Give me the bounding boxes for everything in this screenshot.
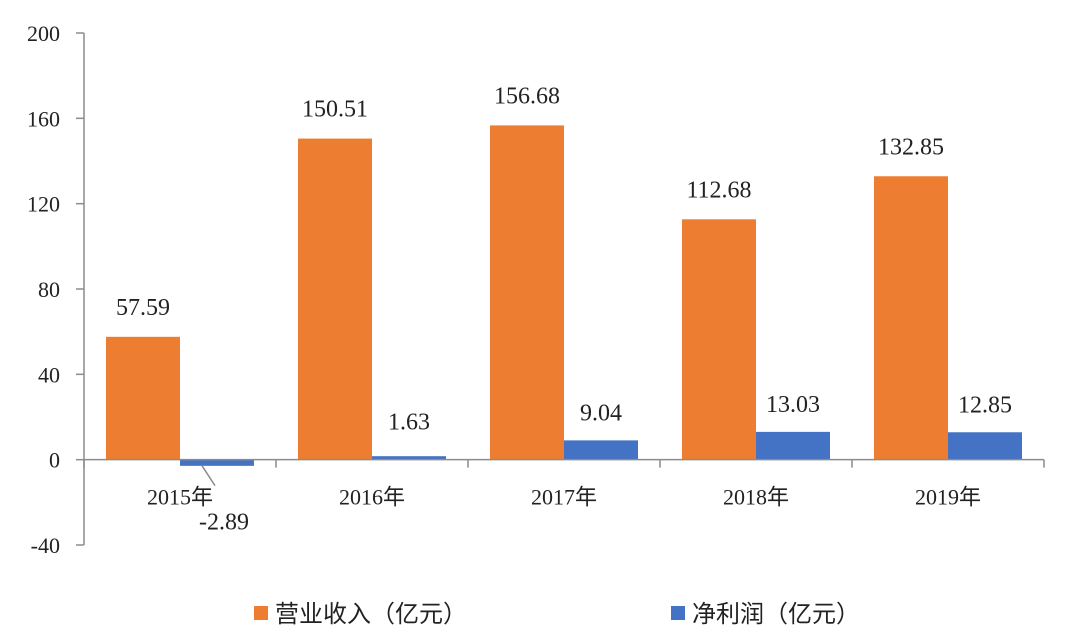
legend-swatch-revenue — [254, 606, 268, 620]
revenue-value-label: 156.68 — [494, 83, 560, 109]
y-axis: -40 0 40 80 120 160 200 — [27, 21, 85, 558]
y-tick-label: 40 — [38, 362, 60, 387]
revenue-value-label: 112.68 — [686, 177, 751, 203]
net-profit-bar — [372, 456, 446, 460]
net-profit-value-label: 13.03 — [766, 392, 820, 418]
legend: 营业收入（亿元） 净利润（亿元） — [254, 600, 860, 628]
net-profit-bar — [180, 459, 254, 466]
y-tick-label: 160 — [27, 106, 60, 131]
x-tick-label: 2017年 — [531, 485, 597, 510]
revenue-value-label: 132.85 — [878, 134, 944, 160]
legend-label-revenue: 营业收入（亿元） — [275, 600, 467, 628]
net-profit-value-label: 9.04 — [580, 400, 622, 426]
revenue-value-label: 150.51 — [302, 97, 368, 123]
y-tick-label: 80 — [38, 277, 60, 302]
revenue-bar — [106, 336, 180, 460]
legend-swatch-net-profit — [671, 606, 685, 620]
x-axis: 2015年 2016年 2017年 2018年 2019年 — [83, 458, 1045, 510]
leader-line — [201, 465, 216, 487]
revenue-bar — [298, 138, 372, 460]
y-tick-label: -40 — [31, 533, 60, 558]
x-tick-label: 2019年 — [915, 485, 981, 510]
revenue-bar — [874, 176, 948, 460]
data-labels: 57.59 150.51 156.68 112.68 132.85 -2.89 1.63 9.… — [116, 83, 1012, 535]
net-profit-bar — [564, 440, 638, 460]
y-tick-label: 120 — [27, 192, 60, 217]
net-profit-bar — [948, 432, 1022, 460]
x-tick-label: 2018年 — [723, 485, 789, 510]
y-tick-label: 0 — [49, 448, 60, 473]
net-profit-value-label: 1.63 — [388, 410, 430, 436]
revenue-bar — [490, 125, 564, 460]
legend-label-net-profit: 净利润（亿元） — [692, 600, 860, 628]
x-tick-label: 2015年 — [147, 485, 213, 510]
bars — [106, 125, 1022, 466]
revenue-value-label: 57.59 — [116, 295, 170, 321]
revenue-bar — [682, 219, 756, 460]
x-tick-label: 2016年 — [339, 485, 405, 510]
net-profit-value-label: -2.89 — [199, 510, 249, 536]
net-profit-bar — [756, 431, 830, 460]
net-profit-value-label: 12.85 — [958, 392, 1012, 418]
y-tick-label: 200 — [27, 21, 60, 46]
